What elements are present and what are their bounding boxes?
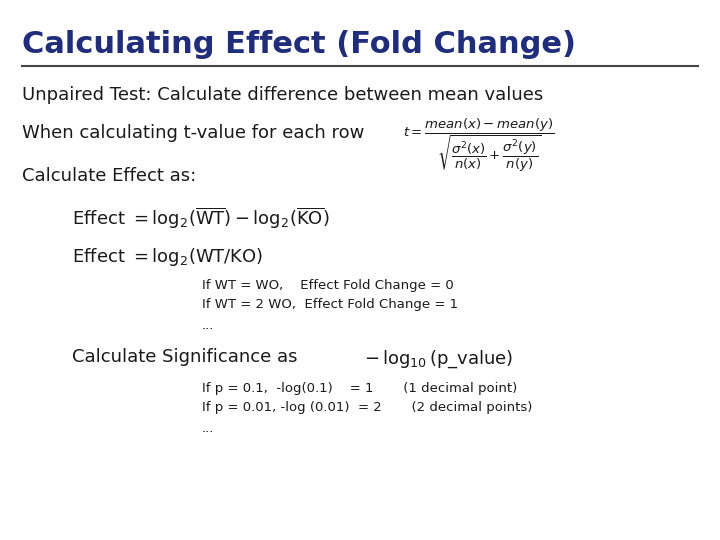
Text: Calculating Effect (Fold Change): Calculating Effect (Fold Change): [22, 30, 575, 59]
Text: If p = 0.1,  -log(0.1)    = 1       (1 decimal point): If p = 0.1, -log(0.1) = 1 (1 decimal poi…: [202, 382, 517, 395]
Text: Unpaired Test: Calculate difference between mean values: Unpaired Test: Calculate difference betw…: [22, 86, 543, 104]
Text: If p = 0.01, -log (0.01)  = 2       (2 decimal points): If p = 0.01, -log (0.01) = 2 (2 decimal …: [202, 401, 532, 414]
Text: ...: ...: [202, 319, 214, 332]
Text: When calculating t-value for each row: When calculating t-value for each row: [22, 124, 364, 142]
Text: Calculate Effect as:: Calculate Effect as:: [22, 167, 196, 185]
Text: Effect $= \mathrm{log}_2(\overline{\mathrm{WT}}) - \mathrm{log}_2(\overline{\mat: Effect $= \mathrm{log}_2(\overline{\math…: [72, 205, 330, 231]
Text: If WT = WO,    Effect Fold Change = 0: If WT = WO, Effect Fold Change = 0: [202, 279, 454, 292]
Text: $-\,\log_{10}(\mathrm{p\_value})$: $-\,\log_{10}(\mathrm{p\_value})$: [364, 348, 513, 370]
Text: ...: ...: [202, 422, 214, 435]
Text: Effect $= \mathrm{log}_2(\mathrm{WT} / \mathrm{KO})$: Effect $= \mathrm{log}_2(\mathrm{WT} / \…: [72, 246, 264, 268]
Text: $t = \dfrac{mean(x)-mean(y)}{\sqrt{\dfrac{\sigma^2(x)}{n(x)}+\dfrac{\sigma^2(y)}: $t = \dfrac{mean(x)-mean(y)}{\sqrt{\dfra…: [403, 116, 554, 174]
Text: Calculate Significance as: Calculate Significance as: [72, 348, 297, 366]
Text: If WT = 2 WO,  Effect Fold Change = 1: If WT = 2 WO, Effect Fold Change = 1: [202, 298, 458, 311]
